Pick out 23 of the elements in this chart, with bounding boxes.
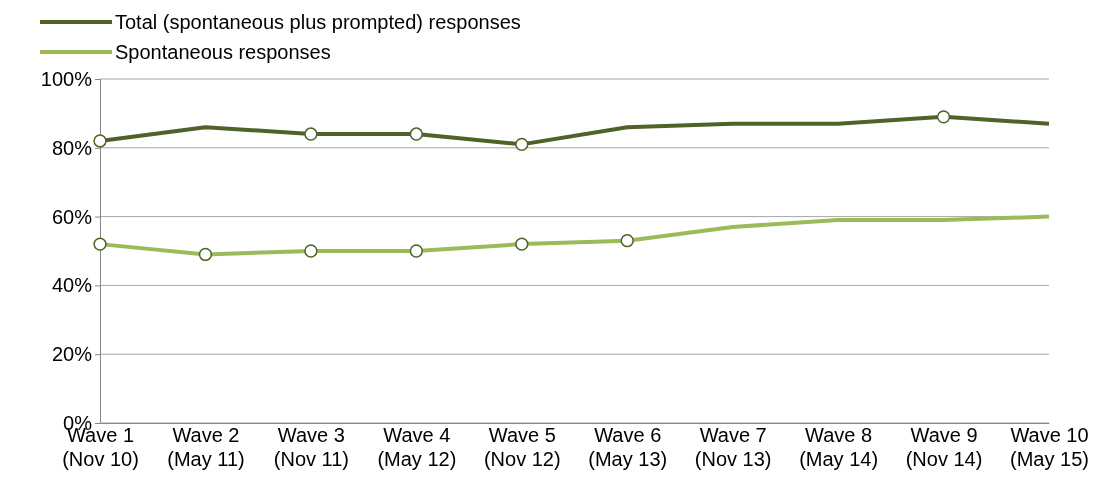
point	[198, 247, 213, 262]
y-tick-label: 60%	[51, 205, 93, 228]
x-tick-label: Wave 7 (Nov 13)	[694, 424, 772, 470]
point	[304, 244, 318, 258]
x-tick-label: Wave 4 (May 12)	[377, 424, 457, 470]
point	[620, 234, 634, 248]
legend-label: Total (spontaneous plus prompted) responses	[115, 11, 521, 33]
point	[93, 237, 107, 251]
point	[409, 244, 423, 258]
x-tick-label: Wave 10 (May 15)	[1010, 424, 1089, 470]
y-tick-label: 100%	[40, 67, 93, 90]
point	[93, 134, 107, 148]
x-tick-label: Wave 5 (Nov 12)	[483, 424, 561, 470]
legend-label: Spontaneous responses	[115, 41, 331, 63]
y-tick-label: 40%	[51, 274, 93, 297]
point	[515, 237, 529, 251]
y-tick-label: 20%	[51, 343, 93, 366]
x-tick-label: Wave 6 (May 13)	[588, 424, 668, 470]
x-tick-label: Wave 2 (May 11)	[167, 424, 245, 470]
x-tick-label: Wave 3 (Nov 11)	[273, 424, 349, 470]
y-tick-label: 80%	[51, 136, 93, 159]
x-tick-label: Wave 9 (Nov 14)	[905, 424, 983, 470]
x-tick-label: Wave 8 (May 14)	[799, 424, 879, 470]
